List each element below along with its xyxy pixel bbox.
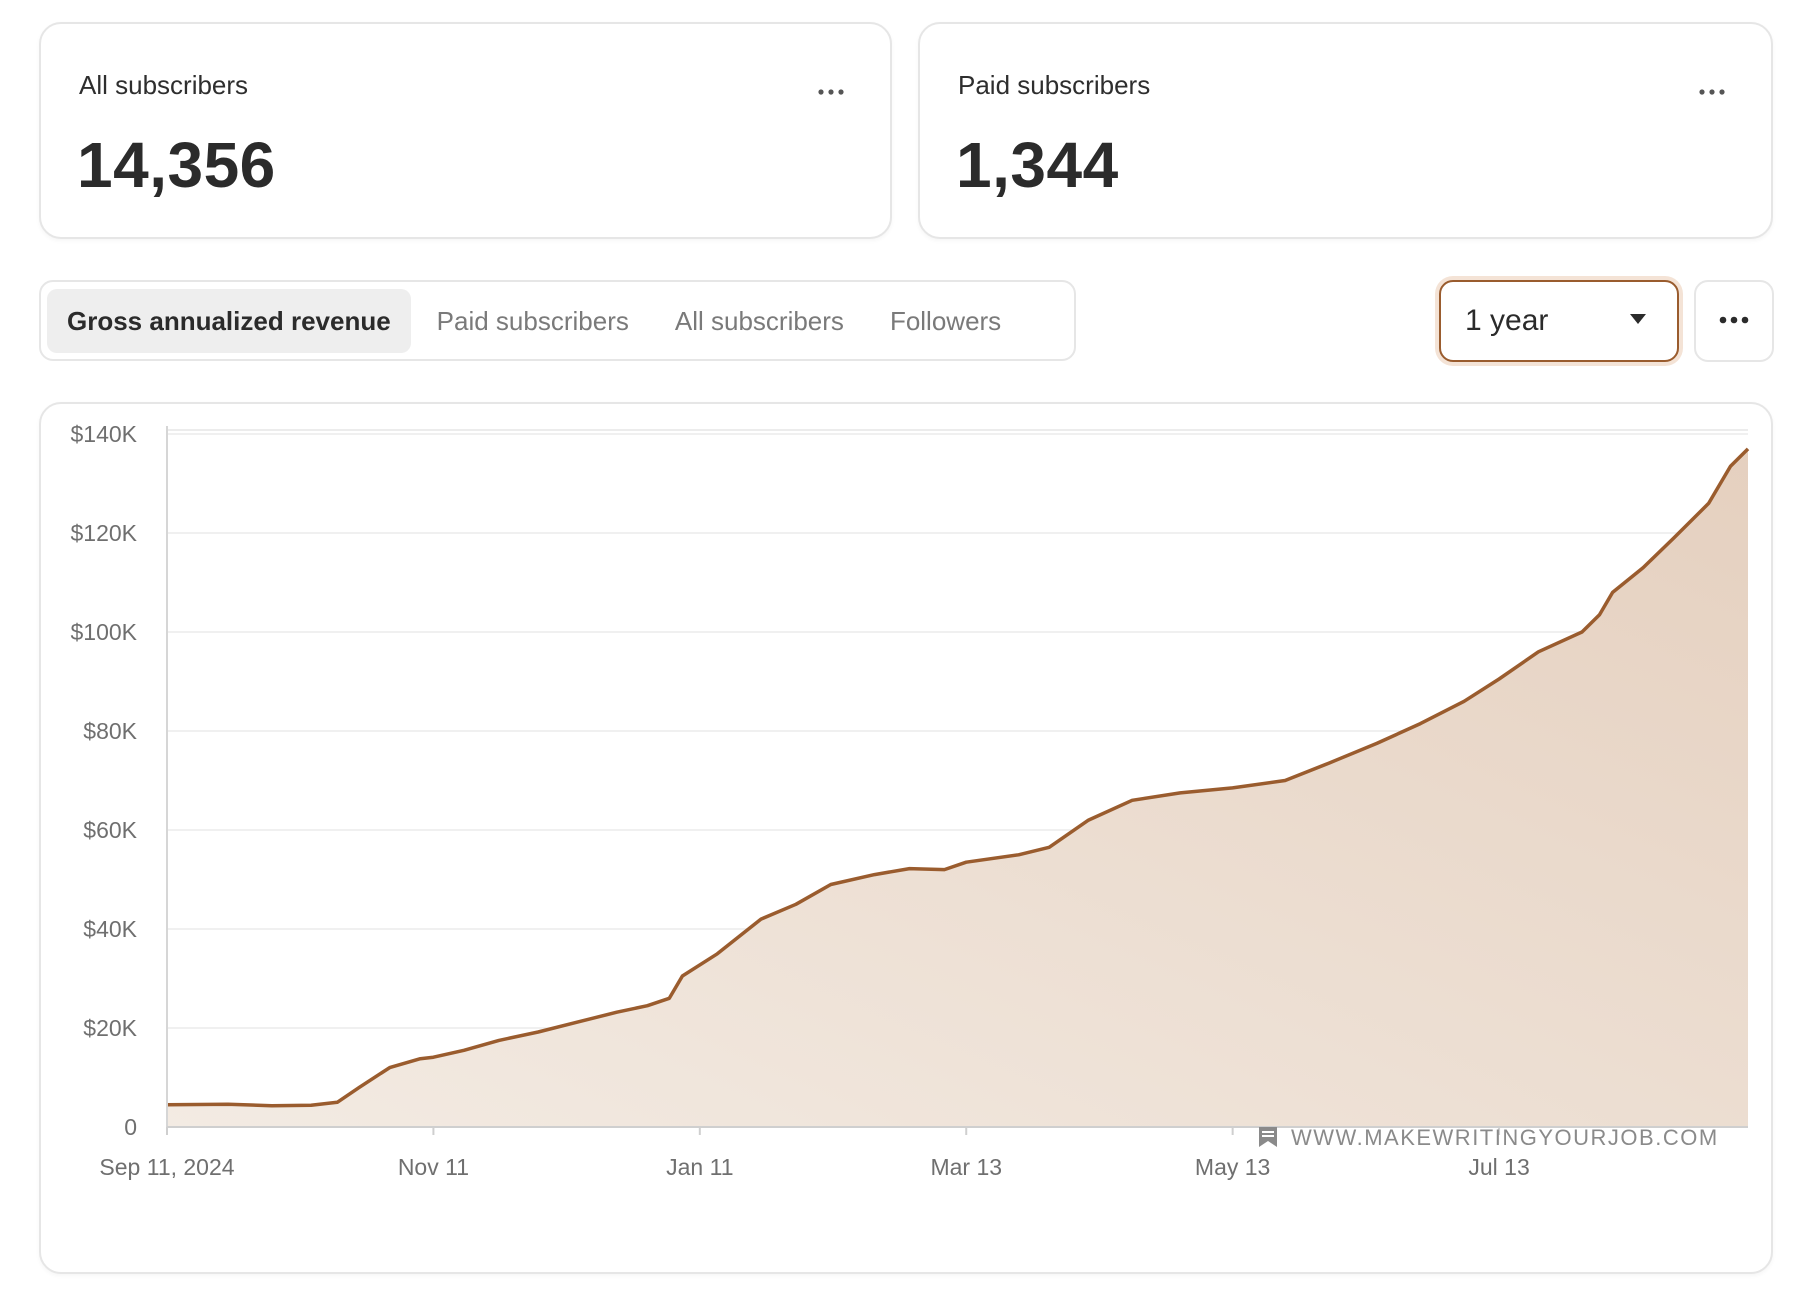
y-tick-label: $100K [70,619,137,645]
revenue-chart-card: 0 $20K $40K $60K $80K $100K $120K $140K Sep 11, … [39,402,1773,1274]
paid-subscribers-title: Paid subscribers [958,70,1151,100]
revenue-chart: 0 $20K $40K $60K $80K $100K $120K $140K Sep 11, … [70,421,1750,1180]
x-tick-label: Nov 11 [398,1154,469,1180]
all-subscribers-card: All subscribers 14,356 [39,22,892,239]
y-tick-label: 0 [124,1114,137,1140]
bookmark-icon [1259,1127,1277,1147]
paid-subscribers-more-icon[interactable] [1697,82,1727,102]
time-range-select[interactable]: 1 year [1439,280,1679,362]
watermark-text: WWW.MAKEWRITINGYOURJOB.COM [1291,1125,1719,1150]
paid-subscribers-value: 1,344 [956,129,1119,201]
more-horizontal-icon [1718,312,1750,330]
watermark: WWW.MAKEWRITINGYOURJOB.COM [1259,1125,1719,1150]
y-tick-label: $140K [70,421,137,447]
tab-followers[interactable]: Followers [889,305,1002,336]
x-tick-label: Sep 11, 2024 [99,1154,234,1180]
tab-paid-subscribers[interactable]: Paid subscribers [436,305,629,336]
time-range-value: 1 year [1465,304,1549,337]
y-tick-label: $80K [83,718,137,744]
tab-all-subscribers[interactable]: All subscribers [674,305,844,336]
x-tick-label: Mar 13 [930,1154,1002,1180]
all-subscribers-value: 14,356 [77,129,276,201]
chart-more-button[interactable] [1694,280,1774,362]
y-tick-label: $120K [70,520,137,546]
metric-tabs: Gross annualized revenue Paid subscriber… [39,280,1076,361]
y-tick-label: $60K [83,817,137,843]
paid-subscribers-card: Paid subscribers 1,344 [918,22,1773,239]
tab-gross-annualized-revenue[interactable]: Gross annualized revenue [47,288,411,353]
all-subscribers-more-icon[interactable] [816,82,846,102]
revenue-line [166,447,1750,1108]
caret-down-icon [1629,312,1647,330]
y-tick-label: $40K [83,916,137,942]
x-tick-label: May 13 [1195,1154,1270,1180]
all-subscribers-title: All subscribers [79,70,249,100]
revenue-area [167,448,1748,1127]
y-tick-label: $20K [83,1015,137,1041]
x-tick-label: Jan 11 [666,1154,733,1180]
x-tick-label: Jul 13 [1468,1154,1529,1180]
